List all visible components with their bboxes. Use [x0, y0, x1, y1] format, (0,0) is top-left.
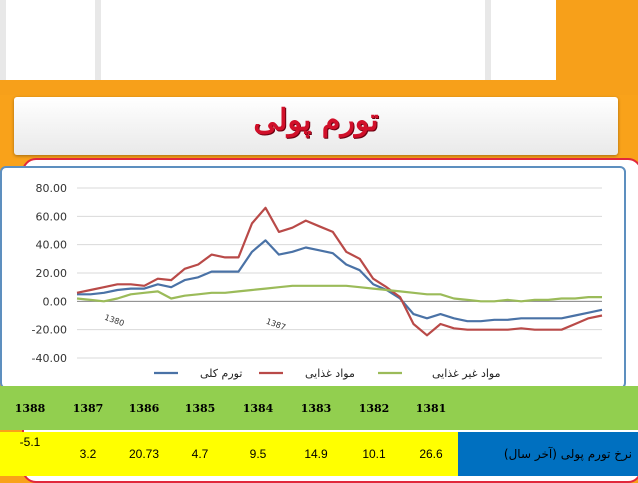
title-bar: تورم پولی: [14, 97, 618, 155]
header-card: [0, 0, 556, 80]
legend-label: مواد غیر غذایی: [432, 367, 501, 380]
table-header-row: 1388 1387 1386 1385 1384 1383 1382 1381: [0, 386, 638, 430]
series-line: [76, 206, 603, 337]
y-tick-label: 80.00: [36, 182, 68, 195]
value-cell: 3.2: [79, 447, 97, 461]
year-cell: 1387: [72, 402, 104, 415]
slide-title: تورم پولی: [253, 103, 379, 138]
y-tick-label: -20.00: [32, 324, 67, 337]
table-values-row: -5.1 3.2 20.73 4.7 9.5 14.9 10.1 26.6 نر…: [0, 432, 638, 476]
value-cell: 26.6: [419, 447, 443, 461]
value-cell: 9.5: [249, 447, 267, 461]
year-cell: 1382: [358, 402, 390, 415]
year-cell: 1385: [184, 402, 216, 415]
value-cell: 4.7: [191, 447, 209, 461]
value-cell: 14.9: [304, 447, 328, 461]
header-stripe: [485, 0, 491, 80]
x-tick-label: 1380: [103, 313, 125, 328]
y-tick-label: 60.00: [36, 210, 68, 223]
year-cell: 1388: [14, 402, 46, 415]
header-stripe: [95, 0, 101, 80]
row-label: نرخ تورم پولی (آخر سال): [503, 447, 632, 461]
y-tick-label: 20.00: [36, 267, 68, 280]
y-tick-label: 40.00: [36, 239, 68, 252]
year-cell: 1384: [242, 402, 274, 415]
y-tick-label: -40.00: [32, 352, 67, 365]
legend-label: مواد غذایی: [305, 367, 355, 380]
line-chart: -40.00 -20.00 0.00 20.00 40.00 60.00 80.00 1380…: [32, 182, 603, 380]
y-tick-label: 0.00: [43, 295, 68, 308]
year-cell: 1383: [300, 402, 332, 415]
row-label-cell: نرخ تورم پولی (آخر سال): [458, 432, 638, 476]
inflation-table: 1388 1387 1386 1385 1384 1383 1382 1381 …: [0, 386, 638, 479]
series-line: [77, 239, 603, 323]
value-cell: 20.73: [128, 447, 160, 461]
value-cell: 10.1: [362, 447, 386, 461]
legend-label: تورم کلی: [200, 367, 242, 380]
year-cell: 1381: [415, 402, 447, 415]
year-cell: 1386: [128, 402, 160, 415]
chart-container: -40.00 -20.00 0.00 20.00 40.00 60.00 80.00 1380…: [0, 166, 626, 389]
series-line: [76, 284, 602, 303]
value-cell: -5.1: [19, 435, 41, 449]
header-stripe: [0, 0, 6, 80]
